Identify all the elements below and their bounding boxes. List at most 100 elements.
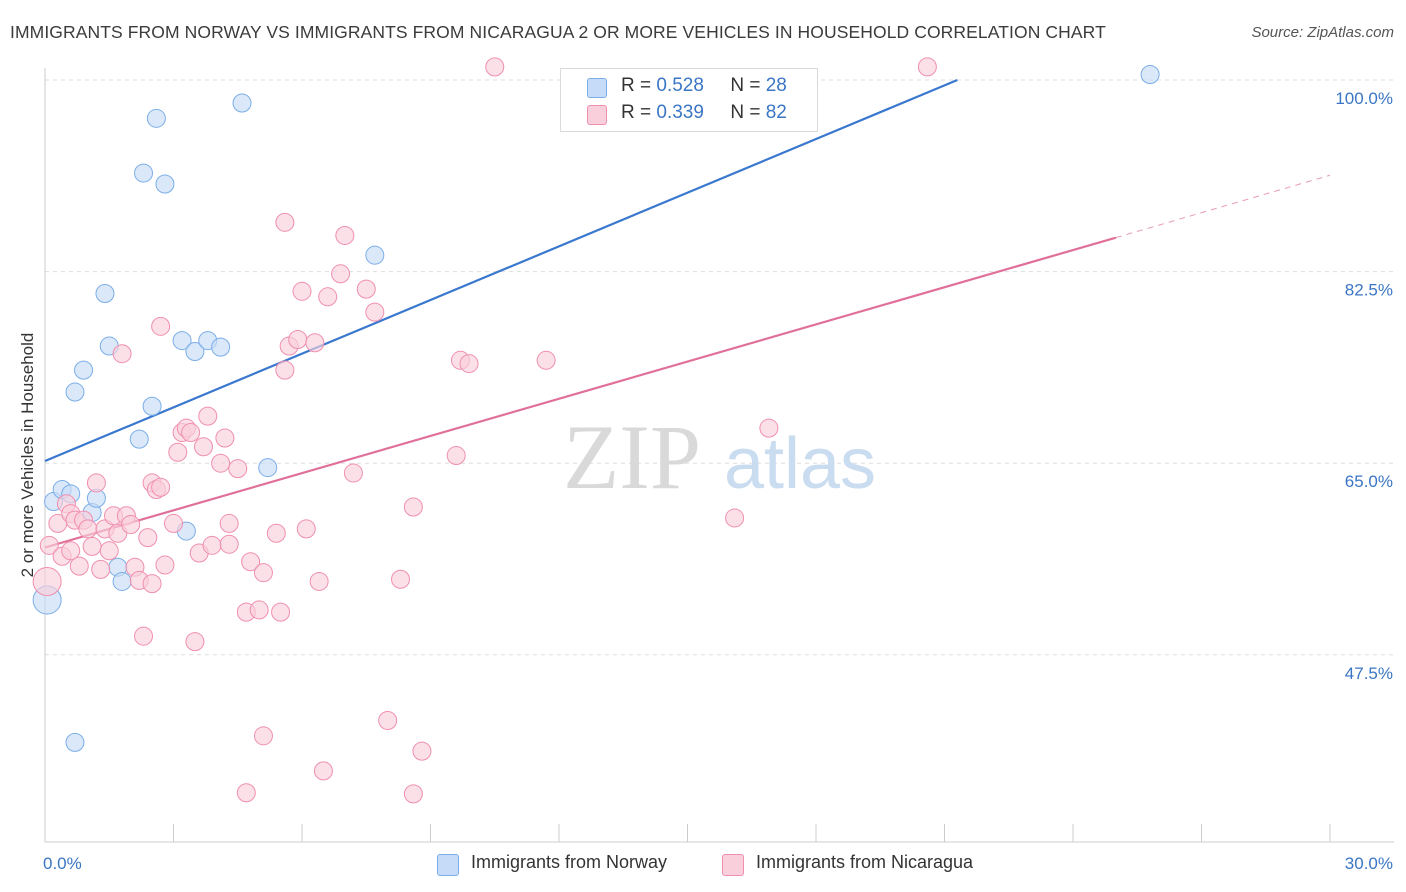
norway-legend-swatch xyxy=(437,854,459,876)
norway-point-4 xyxy=(74,360,94,380)
y-tick-label-1: 82.5% xyxy=(1345,281,1393,300)
legend-r-value-norway: 0.528 xyxy=(656,75,704,96)
nicaragua-point-31 xyxy=(168,442,188,462)
axes xyxy=(44,68,1394,843)
nicaragua-legend-label: Immigrants from Nicaragua xyxy=(756,852,974,872)
nicaragua-point-28 xyxy=(151,316,171,336)
nicaragua-point-30 xyxy=(164,513,183,533)
nicaragua-point-47 xyxy=(249,600,269,620)
legend-n-value-norway: 28 xyxy=(765,75,787,96)
nicaragua-point-52 xyxy=(236,783,256,803)
norway-point-17 xyxy=(172,331,192,351)
nicaragua-point-10 xyxy=(82,536,102,556)
nicaragua-point-60 xyxy=(309,571,329,591)
nicaragua-point-51 xyxy=(271,602,291,622)
watermark-zip: ZIP xyxy=(563,406,701,508)
norway-point-19 xyxy=(185,342,205,362)
nicaragua-point-78 xyxy=(725,508,745,528)
nicaragua-point-58 xyxy=(296,519,316,539)
trend-extension-1 xyxy=(1115,174,1331,239)
norway-point-11 xyxy=(112,571,132,591)
y-tick-label-0: 100.0% xyxy=(1335,89,1393,108)
nicaragua-point-44 xyxy=(228,459,248,479)
norway-point-25 xyxy=(1140,65,1160,85)
nicaragua-point-77 xyxy=(536,350,556,370)
norway-point-14 xyxy=(142,396,162,416)
nicaragua-point-65 xyxy=(343,463,363,483)
nicaragua-point-63 xyxy=(331,264,351,284)
x-tick-label-0: 0.0% xyxy=(43,854,82,873)
nicaragua-point-50 xyxy=(266,523,286,543)
nicaragua-point-22 xyxy=(134,626,154,646)
nicaragua-swatch xyxy=(587,105,607,125)
nicaragua-point-80 xyxy=(917,57,937,77)
nicaragua-point-17 xyxy=(112,344,132,364)
nicaragua-point-67 xyxy=(365,302,385,322)
nicaragua-point-66 xyxy=(356,279,376,299)
nicaragua-point-62 xyxy=(318,287,338,307)
nicaragua-point-39 xyxy=(202,535,222,555)
nicaragua-point-19 xyxy=(121,515,141,535)
nicaragua-point-37 xyxy=(193,437,213,457)
nicaragua-point-73 xyxy=(446,446,466,466)
norway-point-5 xyxy=(65,382,85,402)
nicaragua-point-59 xyxy=(305,333,325,353)
norway-point-8 xyxy=(95,283,115,303)
zipatlas-watermark: ZIP atlas xyxy=(563,406,876,508)
nicaragua-point-75 xyxy=(459,354,479,374)
nicaragua-point-12 xyxy=(91,559,111,579)
nicaragua-point-7 xyxy=(69,556,89,576)
norway-point-21 xyxy=(211,337,231,357)
nicaragua-point-42 xyxy=(219,513,239,533)
nicaragua-point-41 xyxy=(215,428,235,448)
trend-line-1 xyxy=(44,236,1117,549)
x-tick-label-1: 30.0% xyxy=(1345,854,1393,873)
trend-line-0 xyxy=(44,78,958,463)
y-tick-label-2: 65.0% xyxy=(1345,472,1393,491)
nicaragua-point-70 xyxy=(403,497,423,517)
nicaragua-point-61 xyxy=(313,761,333,781)
nicaragua-point-14 xyxy=(99,541,119,561)
correlation-legend: R = 0.528 N = 28 R = 0.339 N = 82 xyxy=(560,68,818,132)
norway-point-12 xyxy=(129,429,149,449)
nicaragua-point-49 xyxy=(253,726,273,746)
nicaragua-point-35 xyxy=(185,632,205,652)
nicaragua-point-23 xyxy=(138,528,158,548)
norway-point-16 xyxy=(155,174,175,194)
tick-labels: 100.0% 82.5% 65.0% 47.5% 0.0% 30.0% xyxy=(43,89,1393,873)
chart-title: IMMIGRANTS FROM NORWAY VS IMMIGRANTS FRO… xyxy=(10,22,1106,42)
nicaragua-point-24 xyxy=(142,574,162,594)
nicaragua-point-76 xyxy=(485,57,505,77)
norway-legend-label: Immigrants from Norway xyxy=(471,852,668,872)
legend-r-label: R = xyxy=(621,75,652,96)
legend-n-label: N = xyxy=(730,102,761,123)
nicaragua-point-79 xyxy=(759,418,779,438)
norway-point-24 xyxy=(365,245,385,265)
norway-point-23 xyxy=(258,458,278,478)
norway-point-3 xyxy=(65,732,85,752)
nicaragua-point-46 xyxy=(241,552,261,572)
nicaragua-point-57 xyxy=(292,281,312,301)
nicaragua-point-40 xyxy=(211,453,231,473)
nicaragua-point-0 xyxy=(39,535,59,555)
watermark-atlas: atlas xyxy=(724,424,876,504)
nicaragua-point-27 xyxy=(151,477,171,497)
nicaragua-legend-swatch xyxy=(722,854,744,876)
nicaragua-point-69 xyxy=(391,569,411,589)
nicaragua-point-5 xyxy=(61,541,81,561)
nicaragua-point-64 xyxy=(335,225,355,245)
nicaragua-point-34 xyxy=(181,423,201,443)
norway-swatch xyxy=(587,78,607,98)
source-credit: Source: ZipAtlas.com xyxy=(1251,24,1394,41)
nicaragua-point-72 xyxy=(412,741,432,761)
nicaragua-point-48 xyxy=(253,563,273,583)
nicaragua-point-9 xyxy=(78,519,98,539)
legend-n-value-nicaragua: 82 xyxy=(765,102,787,123)
nicaragua-point-71 xyxy=(403,784,423,804)
nicaragua-point-55 xyxy=(275,212,295,232)
nicaragua-point-81 xyxy=(32,566,62,596)
nicaragua-point-29 xyxy=(155,555,175,575)
norway-point-22 xyxy=(232,93,252,113)
nicaragua-point-43 xyxy=(219,534,239,554)
